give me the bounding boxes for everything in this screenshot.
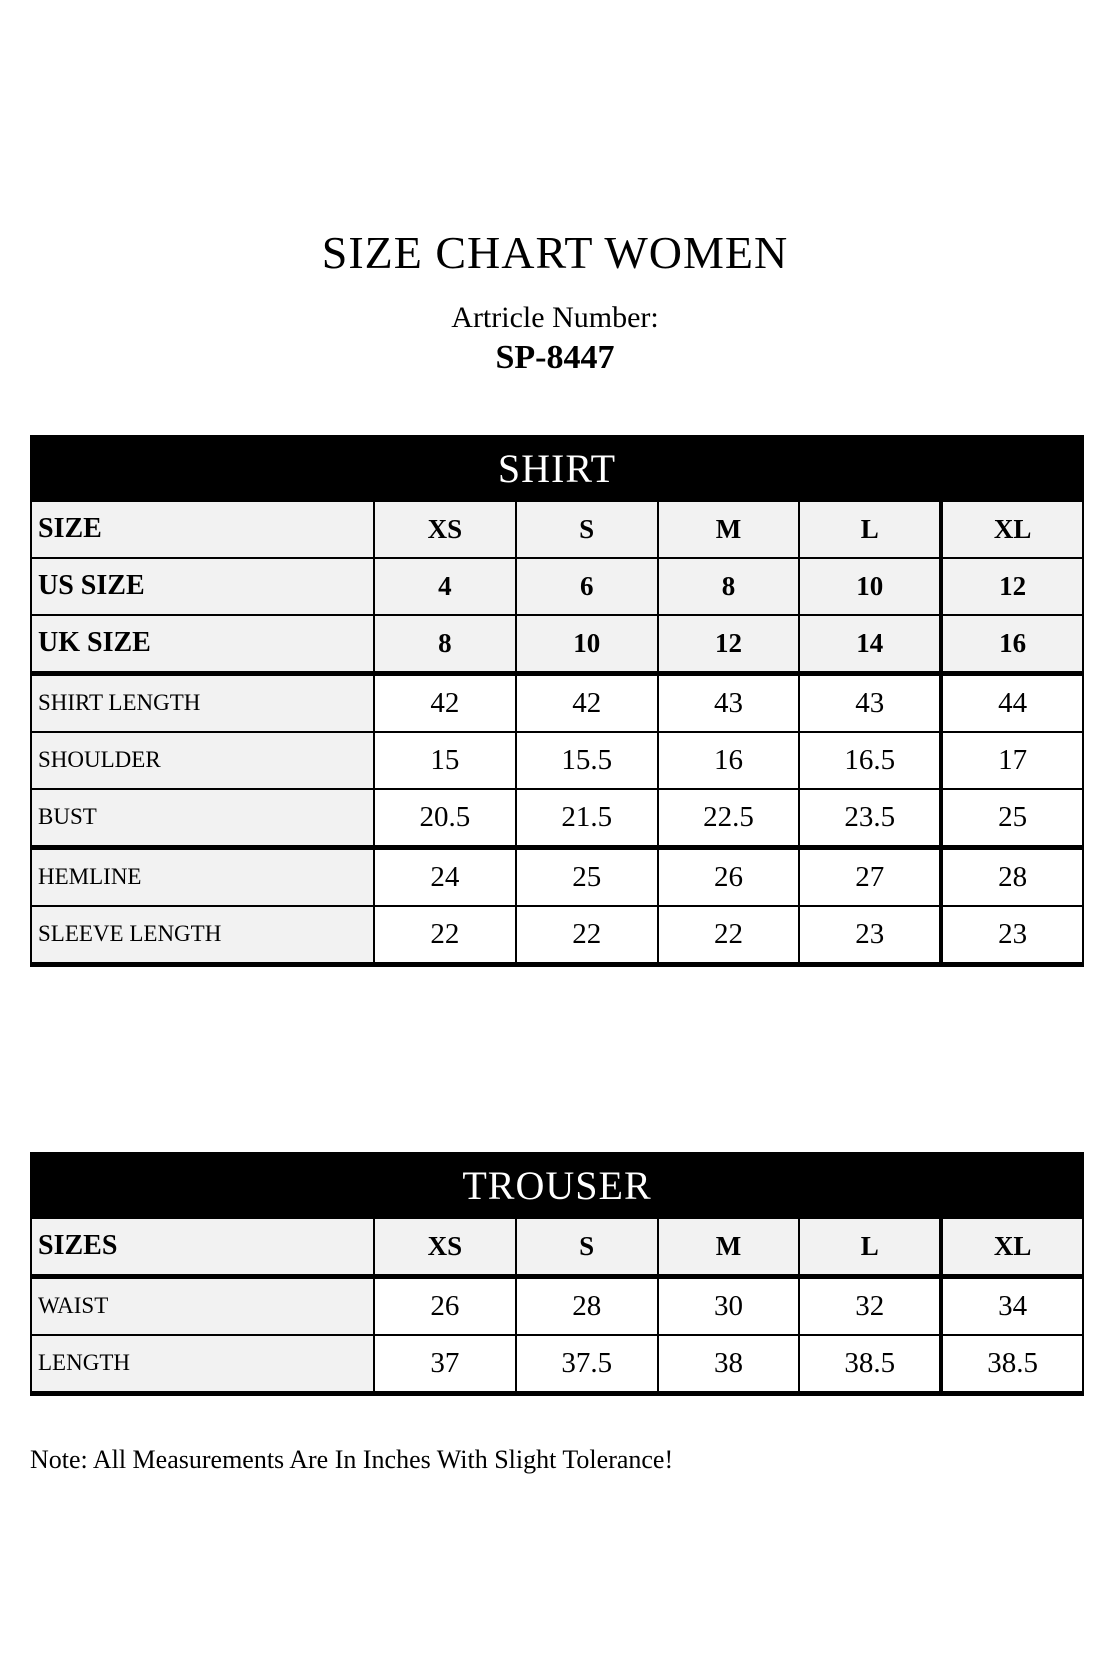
size-cell-xs: XS bbox=[373, 1216, 517, 1279]
value-cell: 22 bbox=[373, 904, 517, 966]
row-label: SIZES bbox=[30, 1216, 375, 1279]
shirt-row-shirt-length: SHIRT LENGTH 42 42 43 43 44 bbox=[30, 672, 1084, 733]
value-cell: 42 bbox=[514, 672, 659, 733]
shirt-size-table: SHIRT SIZE XS S M L XL US SIZE 4 6 8 10 … bbox=[30, 434, 1084, 967]
value-cell: 37.5 bbox=[514, 1333, 659, 1395]
shirt-row-size: SIZE XS S M L XL bbox=[30, 499, 1084, 559]
value-cell: 44 bbox=[939, 672, 1084, 733]
row-label: UK SIZE bbox=[30, 613, 375, 676]
value-cell: 10 bbox=[514, 613, 659, 676]
row-label: WAIST bbox=[30, 1275, 375, 1336]
article-number-label: Artricle Number: bbox=[451, 301, 659, 335]
size-cell-m: M bbox=[656, 499, 801, 559]
value-cell: 25 bbox=[514, 846, 659, 907]
value-cell: 21.5 bbox=[514, 787, 659, 850]
value-cell: 12 bbox=[939, 556, 1084, 616]
value-cell: 38.5 bbox=[939, 1333, 1085, 1395]
value-cell: 8 bbox=[656, 556, 801, 616]
size-cell-xl: XL bbox=[939, 499, 1084, 559]
size-cell-m: M bbox=[656, 1216, 801, 1279]
value-cell: 15 bbox=[373, 730, 517, 790]
value-cell: 34 bbox=[939, 1275, 1085, 1336]
value-cell: 26 bbox=[373, 1275, 517, 1336]
value-cell: 28 bbox=[939, 846, 1084, 907]
value-cell: 23 bbox=[798, 904, 943, 966]
trouser-size-table: TROUSER SIZES XS S M L XL WAIST 26 28 30… bbox=[29, 1151, 1085, 1396]
row-label: SHIRT LENGTH bbox=[30, 672, 375, 733]
shirt-table-banner-row: SHIRT bbox=[30, 434, 1084, 502]
row-label: HEMLINE bbox=[30, 846, 375, 907]
value-cell: 42 bbox=[373, 672, 517, 733]
value-cell: 30 bbox=[656, 1275, 801, 1336]
trouser-row-waist: WAIST 26 28 30 32 34 bbox=[30, 1275, 1085, 1336]
value-cell: 22.5 bbox=[656, 787, 801, 850]
article-number-value: SP-8447 bbox=[495, 339, 615, 377]
row-label: BUST bbox=[30, 787, 375, 850]
row-label: LENGTH bbox=[30, 1333, 375, 1395]
value-cell: 17 bbox=[939, 730, 1084, 790]
value-cell: 10 bbox=[798, 556, 943, 616]
value-cell: 43 bbox=[798, 672, 943, 733]
value-cell: 12 bbox=[656, 613, 801, 676]
shirt-row-us-size: US SIZE 4 6 8 10 12 bbox=[30, 556, 1084, 616]
value-cell: 6 bbox=[514, 556, 659, 616]
value-cell: 26 bbox=[656, 846, 801, 907]
value-cell: 28 bbox=[514, 1275, 659, 1336]
value-cell: 15.5 bbox=[514, 730, 659, 790]
trouser-row-length: LENGTH 37 37.5 38 38.5 38.5 bbox=[30, 1333, 1085, 1395]
measurement-note: Note: All Measurements Are In Inches Wit… bbox=[30, 1444, 674, 1474]
size-cell-l: L bbox=[798, 1216, 943, 1279]
trouser-table-banner-row: TROUSER bbox=[29, 1151, 1085, 1219]
value-cell: 8 bbox=[373, 613, 517, 676]
row-label: SHOULDER bbox=[30, 730, 375, 790]
shirt-row-hemline: HEMLINE 24 25 26 27 28 bbox=[30, 846, 1084, 907]
value-cell: 22 bbox=[514, 904, 659, 966]
row-label: SIZE bbox=[30, 499, 375, 559]
size-cell-s: S bbox=[514, 499, 659, 559]
row-label: US SIZE bbox=[30, 556, 375, 616]
value-cell: 38.5 bbox=[798, 1333, 943, 1395]
size-cell-xl: XL bbox=[939, 1216, 1085, 1279]
value-cell: 16 bbox=[939, 613, 1084, 676]
value-cell: 32 bbox=[798, 1275, 943, 1336]
shirt-row-uk-size: UK SIZE 8 10 12 14 16 bbox=[30, 613, 1084, 676]
value-cell: 43 bbox=[656, 672, 801, 733]
value-cell: 14 bbox=[798, 613, 943, 676]
value-cell: 22 bbox=[656, 904, 801, 966]
shirt-row-shoulder: SHOULDER 15 15.5 16 16.5 17 bbox=[30, 730, 1084, 790]
value-cell: 37 bbox=[373, 1333, 517, 1395]
value-cell: 23.5 bbox=[798, 787, 943, 850]
value-cell: 20.5 bbox=[373, 787, 517, 850]
value-cell: 38 bbox=[656, 1333, 801, 1395]
value-cell: 23 bbox=[939, 904, 1084, 966]
page-title: SIZE CHART WOMEN bbox=[321, 227, 789, 278]
value-cell: 25 bbox=[939, 787, 1084, 850]
shirt-table-title: SHIRT bbox=[30, 434, 1084, 502]
row-label: SLEEVE LENGTH bbox=[30, 904, 375, 966]
size-cell-xs: XS bbox=[373, 499, 517, 559]
value-cell: 4 bbox=[373, 556, 517, 616]
trouser-table-title: TROUSER bbox=[29, 1151, 1085, 1219]
trouser-row-sizes: SIZES XS S M L XL bbox=[30, 1216, 1085, 1279]
shirt-row-sleeve-length: SLEEVE LENGTH 22 22 22 23 23 bbox=[30, 904, 1084, 966]
size-cell-l: L bbox=[798, 499, 943, 559]
shirt-row-bust: BUST 20.5 21.5 22.5 23.5 25 bbox=[30, 787, 1084, 850]
value-cell: 27 bbox=[798, 846, 943, 907]
value-cell: 24 bbox=[373, 846, 517, 907]
value-cell: 16.5 bbox=[798, 730, 943, 790]
value-cell: 16 bbox=[656, 730, 801, 790]
size-cell-s: S bbox=[514, 1216, 659, 1279]
